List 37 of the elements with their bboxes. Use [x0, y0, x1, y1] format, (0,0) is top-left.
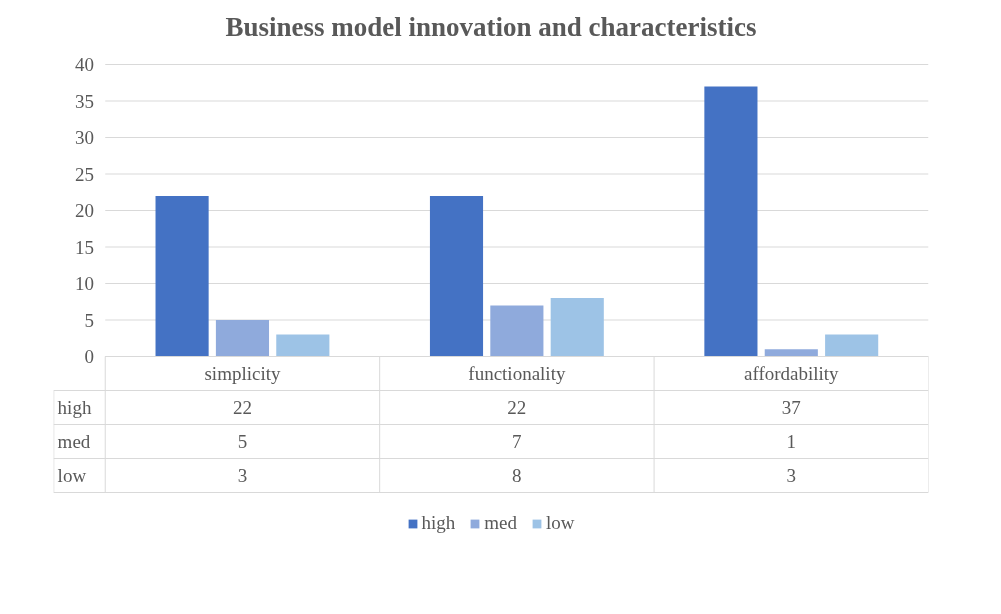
bar	[490, 305, 544, 357]
data-label: 5	[237, 431, 248, 452]
y-tick-label: 5	[84, 309, 94, 331]
data-label: 22	[507, 397, 527, 418]
data-label: 37	[781, 397, 801, 418]
data-label: 22	[232, 397, 252, 418]
legend-label: med	[484, 512, 517, 534]
text: med	[57, 431, 91, 452]
legend-label: high	[421, 512, 456, 534]
y-tick-label: 10	[74, 273, 94, 294]
bar	[276, 334, 330, 357]
bar	[550, 298, 604, 357]
y-tick-label: 20	[74, 200, 94, 221]
data-label: 3	[237, 465, 248, 486]
data-label: 3	[786, 465, 797, 486]
bar	[704, 86, 758, 357]
data-label: 8	[512, 465, 522, 486]
bar	[825, 334, 879, 357]
y-tick-label: 25	[74, 163, 94, 185]
y-tick-label: 0	[84, 346, 94, 367]
y-tick-label: 40	[74, 54, 94, 75]
bar	[764, 349, 818, 357]
text: high	[57, 397, 92, 418]
data-label: 7	[512, 431, 522, 452]
chart-title: Business model innovation and characteristics	[225, 11, 757, 42]
x-tick-label: functionality	[468, 363, 566, 384]
legend-label: low	[546, 512, 575, 534]
bar	[429, 195, 484, 357]
y-tick-label: 30	[74, 127, 94, 148]
x-tick-label: affordability	[743, 363, 840, 384]
y-tick-label: 35	[74, 90, 94, 112]
text: low	[57, 465, 87, 486]
x-tick-label: simplicity	[204, 363, 281, 384]
bar	[155, 195, 209, 357]
bar	[215, 320, 270, 357]
y-tick-label: 15	[74, 236, 94, 258]
data-label: 1	[786, 431, 797, 452]
